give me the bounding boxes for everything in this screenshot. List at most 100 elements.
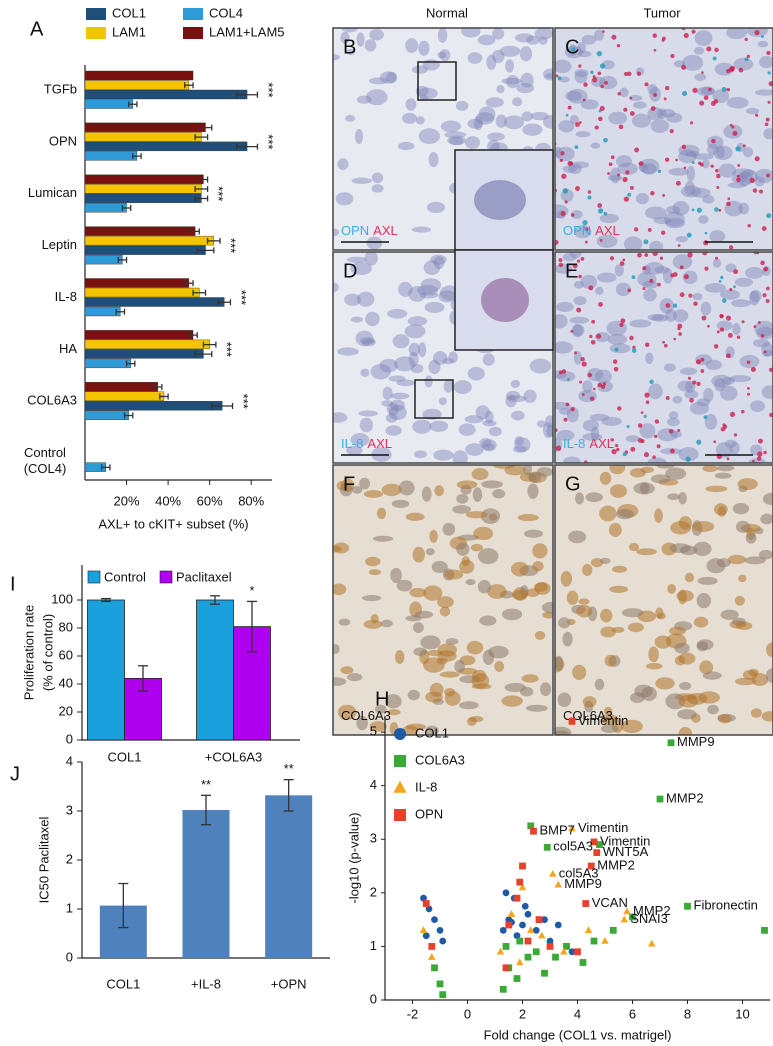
cell [648, 383, 663, 400]
dot [589, 334, 593, 339]
dot [766, 286, 770, 291]
dot [574, 145, 579, 149]
point [516, 937, 524, 945]
cell [678, 589, 687, 605]
point [590, 838, 598, 846]
cell [558, 617, 571, 629]
cell [611, 565, 628, 573]
cell [522, 123, 543, 136]
point [439, 991, 447, 999]
cell [333, 282, 339, 292]
cell [672, 254, 693, 270]
dot [747, 392, 751, 396]
cell [668, 411, 679, 420]
bar [87, 599, 125, 741]
cell [704, 413, 718, 430]
dot [559, 158, 564, 163]
bar [84, 193, 202, 203]
cell [666, 205, 681, 214]
x-tick-label: +COL6A3 [205, 749, 262, 764]
dot [704, 231, 708, 235]
cell [705, 485, 728, 493]
point [436, 980, 444, 988]
dot [662, 340, 665, 344]
cell [706, 558, 726, 574]
point [563, 943, 570, 950]
dot [715, 256, 719, 260]
cell [699, 660, 714, 675]
dot [719, 327, 725, 332]
cell [580, 274, 598, 289]
x-tick-label: 4 [574, 1006, 581, 1021]
y-axis-title: Proliferation rate [21, 605, 36, 700]
dot [740, 409, 745, 414]
cell [749, 290, 760, 306]
dot [677, 244, 681, 247]
error-bar [152, 384, 163, 390]
cell [616, 508, 634, 520]
cell [458, 423, 476, 436]
dot [567, 378, 570, 381]
frame [332, 251, 554, 464]
cell [408, 351, 419, 367]
dot [578, 274, 582, 279]
cell [411, 65, 429, 74]
cell [356, 95, 372, 104]
error-bar [100, 464, 111, 471]
category-line: Control [24, 446, 66, 461]
cell [690, 187, 711, 198]
cell [504, 465, 526, 476]
cell [439, 671, 460, 678]
cell [570, 161, 590, 169]
dot [575, 122, 580, 127]
cell [471, 468, 489, 481]
cell [759, 55, 773, 69]
error-bar [236, 143, 259, 150]
cell [473, 116, 483, 131]
cell [486, 54, 497, 71]
point [590, 937, 598, 945]
cell [651, 314, 670, 322]
cell [517, 514, 539, 522]
bar [84, 141, 248, 152]
point [499, 985, 507, 993]
cell [546, 425, 553, 438]
frame [332, 464, 554, 736]
cell [459, 559, 475, 574]
dot [729, 245, 734, 250]
cell [685, 150, 700, 158]
cell [523, 389, 537, 403]
cell [638, 158, 660, 175]
error-bar [117, 256, 128, 263]
dot [683, 166, 687, 170]
cell [351, 177, 373, 184]
cell [355, 330, 374, 347]
dot [725, 315, 732, 321]
dot [591, 319, 596, 324]
cell [358, 410, 378, 417]
cell [365, 556, 381, 567]
dot [650, 106, 656, 111]
dot [695, 359, 702, 365]
cell [414, 610, 434, 619]
cell [420, 278, 442, 293]
cell [742, 147, 754, 158]
cell [751, 673, 769, 686]
bar [196, 599, 234, 741]
legend-swatch [86, 8, 106, 20]
dot [736, 335, 741, 339]
cell [607, 175, 623, 182]
cell [763, 128, 773, 140]
cell [440, 120, 461, 133]
significance: *** [261, 82, 276, 97]
point [549, 869, 557, 877]
cell [714, 472, 732, 479]
cell [480, 508, 501, 525]
significance: *** [261, 134, 276, 149]
cell [684, 572, 695, 583]
cell [532, 543, 548, 559]
significance: *** [219, 342, 234, 357]
dot [558, 370, 563, 375]
cell [488, 426, 502, 437]
cell [404, 324, 426, 339]
